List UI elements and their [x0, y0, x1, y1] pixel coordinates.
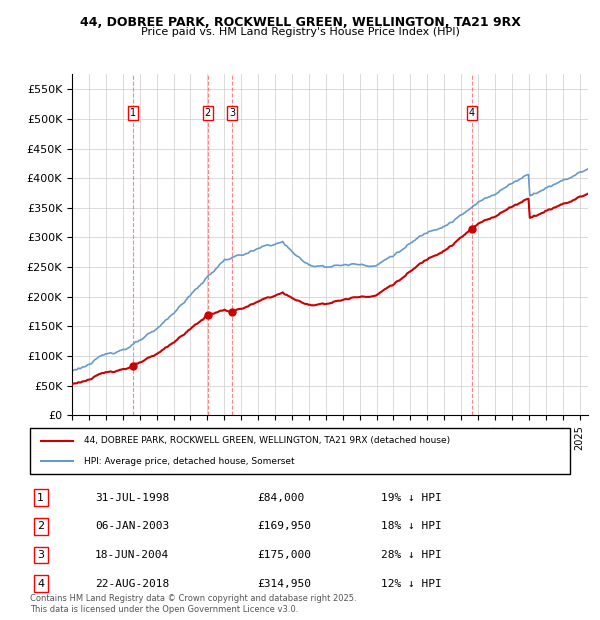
Text: 1: 1: [37, 493, 44, 503]
Text: 22-AUG-2018: 22-AUG-2018: [95, 578, 169, 589]
Text: 19% ↓ HPI: 19% ↓ HPI: [381, 493, 442, 503]
Text: 2: 2: [205, 108, 211, 118]
Text: £169,950: £169,950: [257, 521, 311, 531]
Text: 44, DOBREE PARK, ROCKWELL GREEN, WELLINGTON, TA21 9RX: 44, DOBREE PARK, ROCKWELL GREEN, WELLING…: [80, 16, 520, 29]
Text: 3: 3: [37, 550, 44, 560]
Text: 4: 4: [37, 578, 44, 589]
Text: 12% ↓ HPI: 12% ↓ HPI: [381, 578, 442, 589]
Text: 06-JAN-2003: 06-JAN-2003: [95, 521, 169, 531]
Text: 28% ↓ HPI: 28% ↓ HPI: [381, 550, 442, 560]
Text: £314,950: £314,950: [257, 578, 311, 589]
Text: 2: 2: [37, 521, 44, 531]
Text: 18% ↓ HPI: 18% ↓ HPI: [381, 521, 442, 531]
Text: £84,000: £84,000: [257, 493, 304, 503]
Text: 18-JUN-2004: 18-JUN-2004: [95, 550, 169, 560]
Text: 44, DOBREE PARK, ROCKWELL GREEN, WELLINGTON, TA21 9RX (detached house): 44, DOBREE PARK, ROCKWELL GREEN, WELLING…: [84, 436, 450, 445]
Text: 4: 4: [469, 108, 475, 118]
FancyBboxPatch shape: [30, 428, 570, 474]
Text: HPI: Average price, detached house, Somerset: HPI: Average price, detached house, Some…: [84, 457, 295, 466]
Text: Price paid vs. HM Land Registry's House Price Index (HPI): Price paid vs. HM Land Registry's House …: [140, 27, 460, 37]
Text: £175,000: £175,000: [257, 550, 311, 560]
Text: Contains HM Land Registry data © Crown copyright and database right 2025.
This d: Contains HM Land Registry data © Crown c…: [30, 595, 356, 614]
Text: 1: 1: [130, 108, 136, 118]
Text: 31-JUL-1998: 31-JUL-1998: [95, 493, 169, 503]
Text: 3: 3: [229, 108, 235, 118]
